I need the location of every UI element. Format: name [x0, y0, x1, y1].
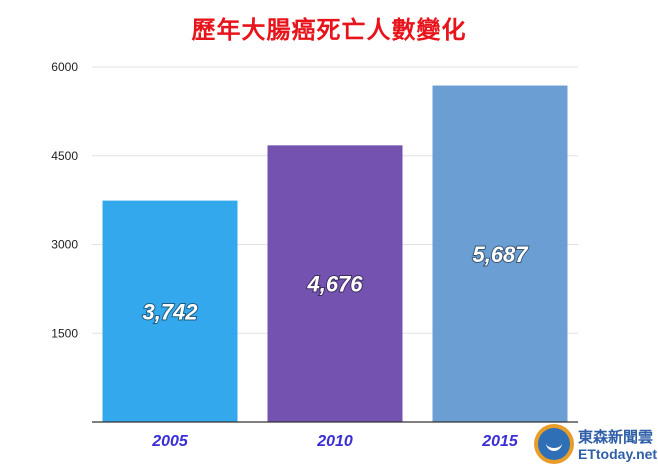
brand-logo-icon [534, 424, 574, 464]
y-tick-label: 6000 [51, 60, 78, 74]
chart-title: 歷年大腸癌死亡人數變化 [191, 16, 467, 44]
bar-2005 [102, 200, 238, 422]
brand-logo: 東森新聞雲 ETtoday.net [534, 420, 658, 468]
data-label-2005: 3,742 [142, 299, 198, 324]
x-category-label: 2015 [481, 433, 519, 450]
data-label-2010: 4,676 [306, 272, 363, 297]
y-tick-label: 1500 [51, 326, 78, 340]
y-tick-label: 3000 [51, 238, 78, 252]
x-axis-categories: 2005 2010 2015 [151, 433, 519, 450]
y-axis-ticks: 6000 4500 3000 1500 [51, 60, 78, 340]
data-labels: 3,742 4,676 5,687 [141, 241, 530, 326]
brand-name-en: ETtoday.net [578, 446, 658, 462]
y-tick-label: 4500 [51, 149, 78, 163]
bar-2010 [267, 145, 403, 422]
bar-2015 [432, 85, 568, 422]
bars [102, 85, 568, 422]
x-category-label: 2010 [316, 433, 353, 450]
data-label-2015: 5,687 [472, 242, 529, 267]
brand-name-cn: 東森新聞雲 [578, 428, 654, 446]
x-category-label: 2005 [151, 433, 189, 450]
